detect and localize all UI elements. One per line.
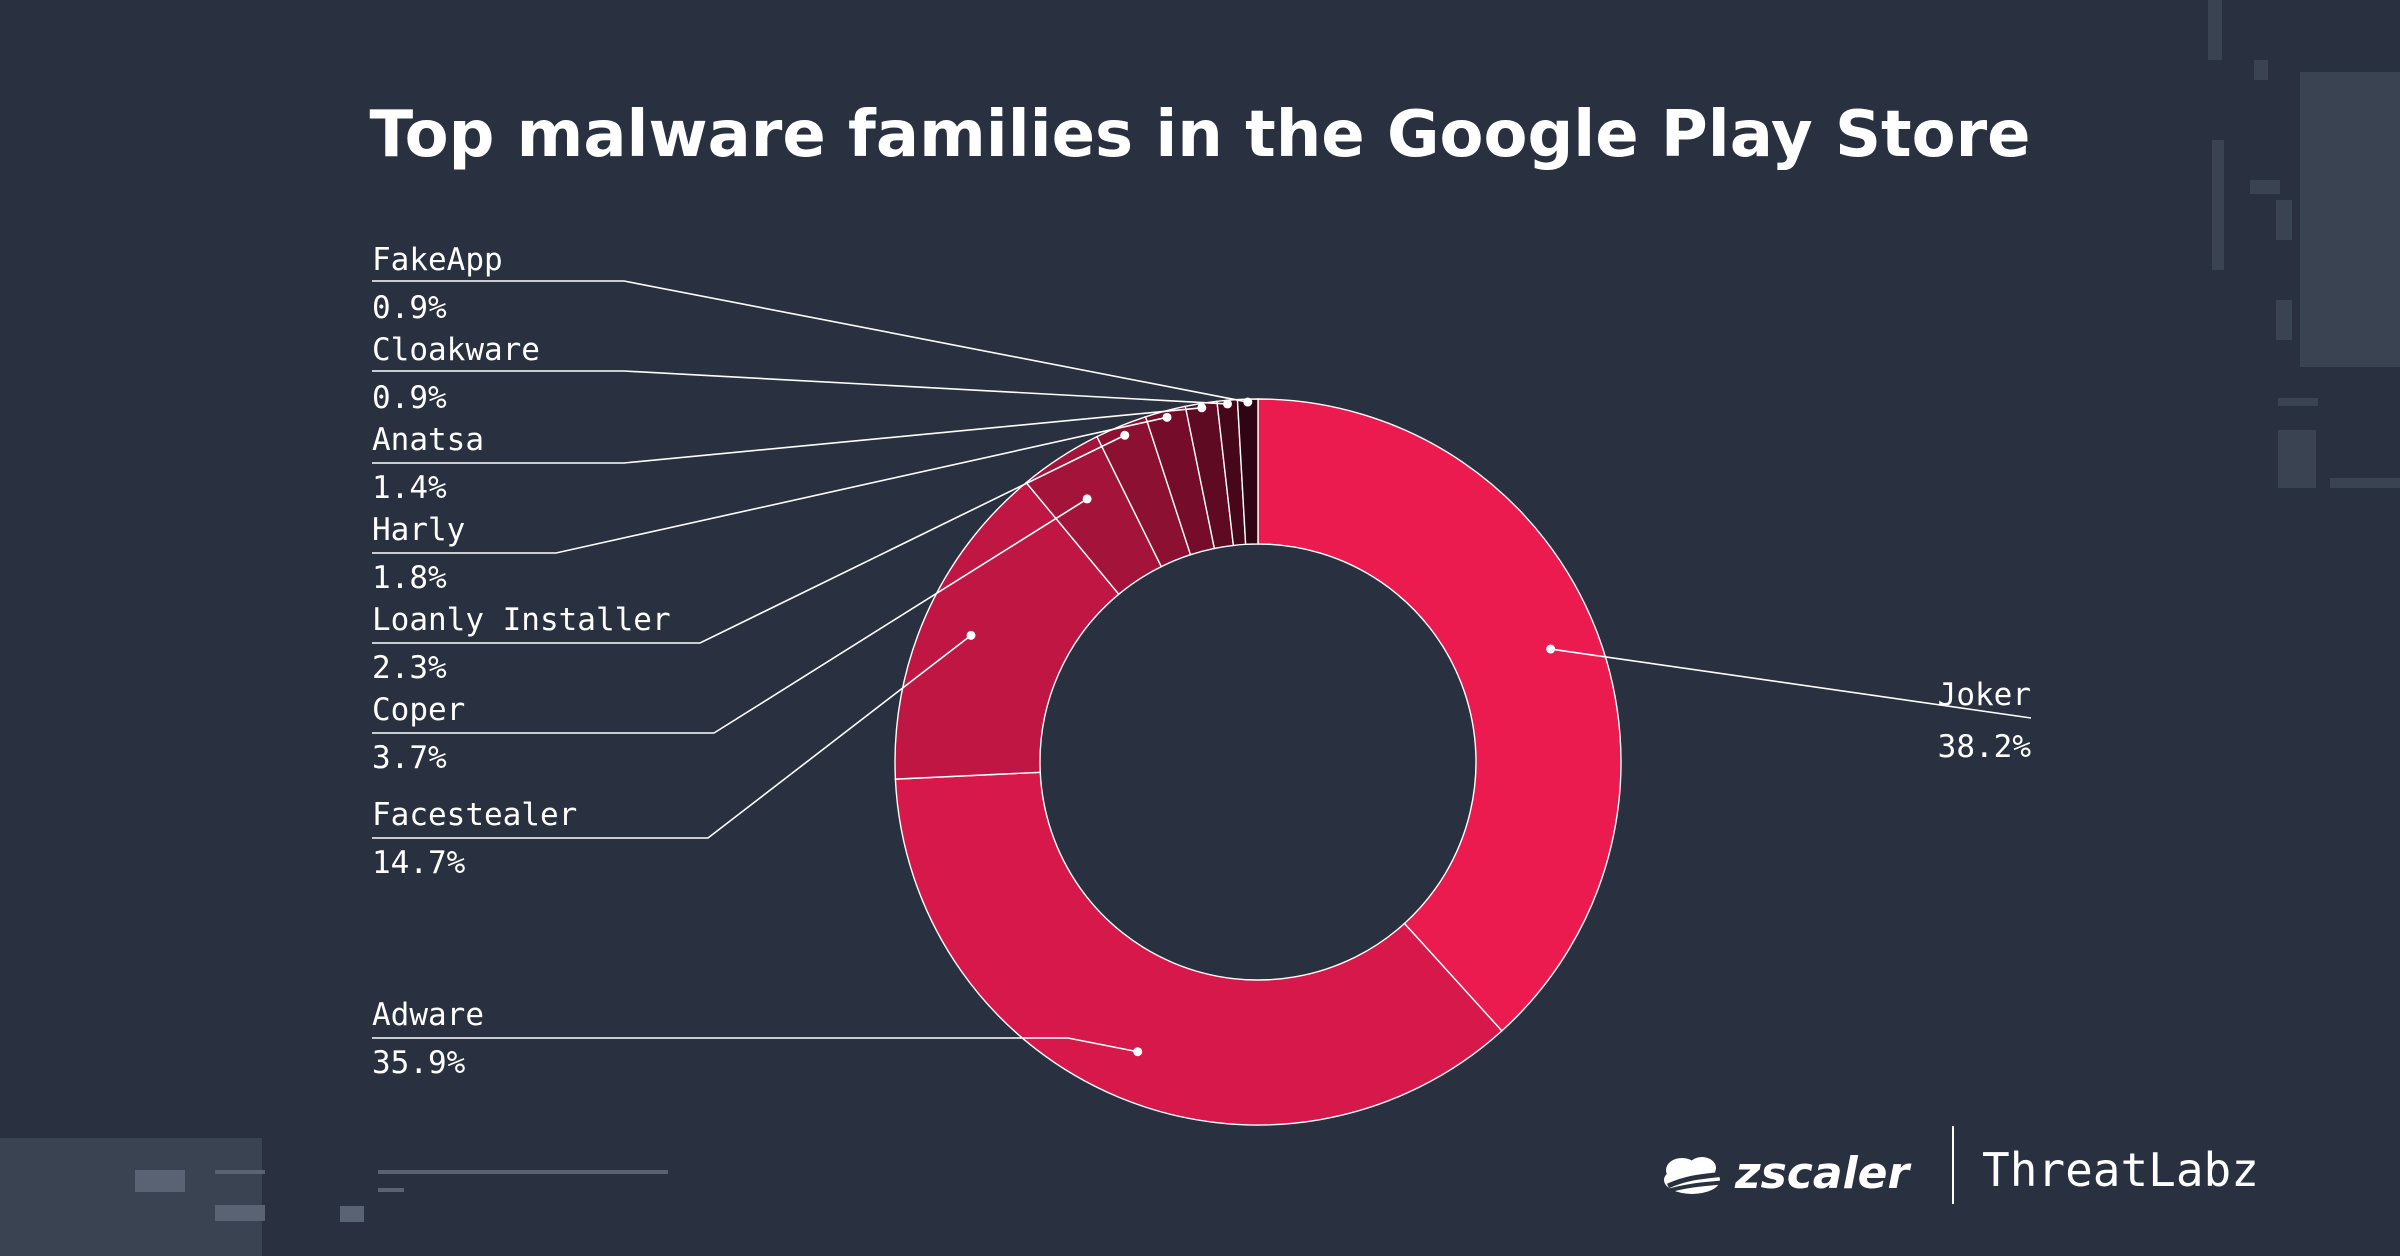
- slice-value: 3.7%: [372, 740, 447, 776]
- slice-value: 14.7%: [372, 845, 466, 881]
- slice-label: Adware: [372, 997, 484, 1033]
- callout-joker: Joker 38.2%: [1546, 644, 2032, 765]
- callout-facestealer: Facestealer 14.7%: [372, 630, 976, 881]
- callout-dot: [1082, 494, 1092, 504]
- zscaler-logo-text: zscaler: [1734, 1148, 1911, 1199]
- slice-label: Anatsa: [372, 422, 484, 458]
- slice-label: Joker: [1938, 677, 2031, 713]
- leader-line: [372, 406, 1202, 464]
- callout-anatsa: Anatsa 1.4%: [372, 403, 1207, 506]
- slice-value: 35.9%: [372, 1045, 466, 1081]
- callout-dot: [1222, 399, 1232, 409]
- leader-line: [372, 280, 1248, 403]
- callout-loanly-installer: Loanly Installer 2.3%: [372, 430, 1130, 686]
- slice-label: Facestealer: [372, 797, 577, 833]
- slice-value: 1.8%: [372, 560, 447, 596]
- slice-callouts: Joker 38.2% Adware 35.9% Facestealer 14.7% Cop…: [372, 242, 2031, 1081]
- slice-value: 0.9%: [372, 290, 447, 326]
- callout-cloakware: Cloakware 0.9%: [372, 332, 1232, 416]
- slice-label: Harly: [372, 512, 465, 548]
- leader-line: [372, 634, 972, 839]
- leader-line: [1550, 648, 2032, 719]
- callout-dot: [1546, 644, 1556, 654]
- callout-dot: [1243, 397, 1253, 407]
- slice-label: FakeApp: [372, 242, 503, 278]
- leader-line: [372, 498, 1088, 734]
- leader-line: [372, 416, 1168, 554]
- callout-dot: [1162, 412, 1172, 422]
- slice-value: 38.2%: [1938, 729, 2032, 765]
- brand-footer: zscaler ThreatLabz: [1663, 1126, 2259, 1204]
- zscaler-cloud-icon: [1663, 1157, 1727, 1194]
- chart-title: Top malware families in the Google Play …: [369, 98, 2030, 172]
- donut-slices: [894, 398, 1622, 1126]
- slice-facestealer: [894, 481, 1120, 780]
- callout-harly: Harly 1.8%: [372, 412, 1172, 596]
- callout-dot: [1197, 403, 1207, 413]
- slice-value: 2.3%: [372, 650, 447, 686]
- slice-value: 1.4%: [372, 470, 447, 506]
- leader-line: [372, 370, 1228, 405]
- slice-label: Coper: [372, 692, 465, 728]
- callout-adware: Adware 35.9%: [372, 997, 1143, 1081]
- callout-dot: [1133, 1047, 1143, 1057]
- slice-label: Cloakware: [372, 332, 540, 368]
- slice-joker: [1257, 398, 1622, 1032]
- leader-line: [372, 434, 1126, 644]
- leader-line: [372, 1037, 1138, 1053]
- callout-coper: Coper 3.7%: [372, 494, 1092, 776]
- slice-label: Loanly Installer: [372, 602, 671, 638]
- callout-dot: [1120, 430, 1130, 440]
- threatlabz-text: ThreatLabz: [1982, 1143, 2259, 1197]
- slice-adware: [894, 771, 1503, 1126]
- callout-dot: [966, 630, 976, 640]
- slice-value: 0.9%: [372, 380, 447, 416]
- callout-fakeapp: FakeApp 0.9%: [372, 242, 1253, 407]
